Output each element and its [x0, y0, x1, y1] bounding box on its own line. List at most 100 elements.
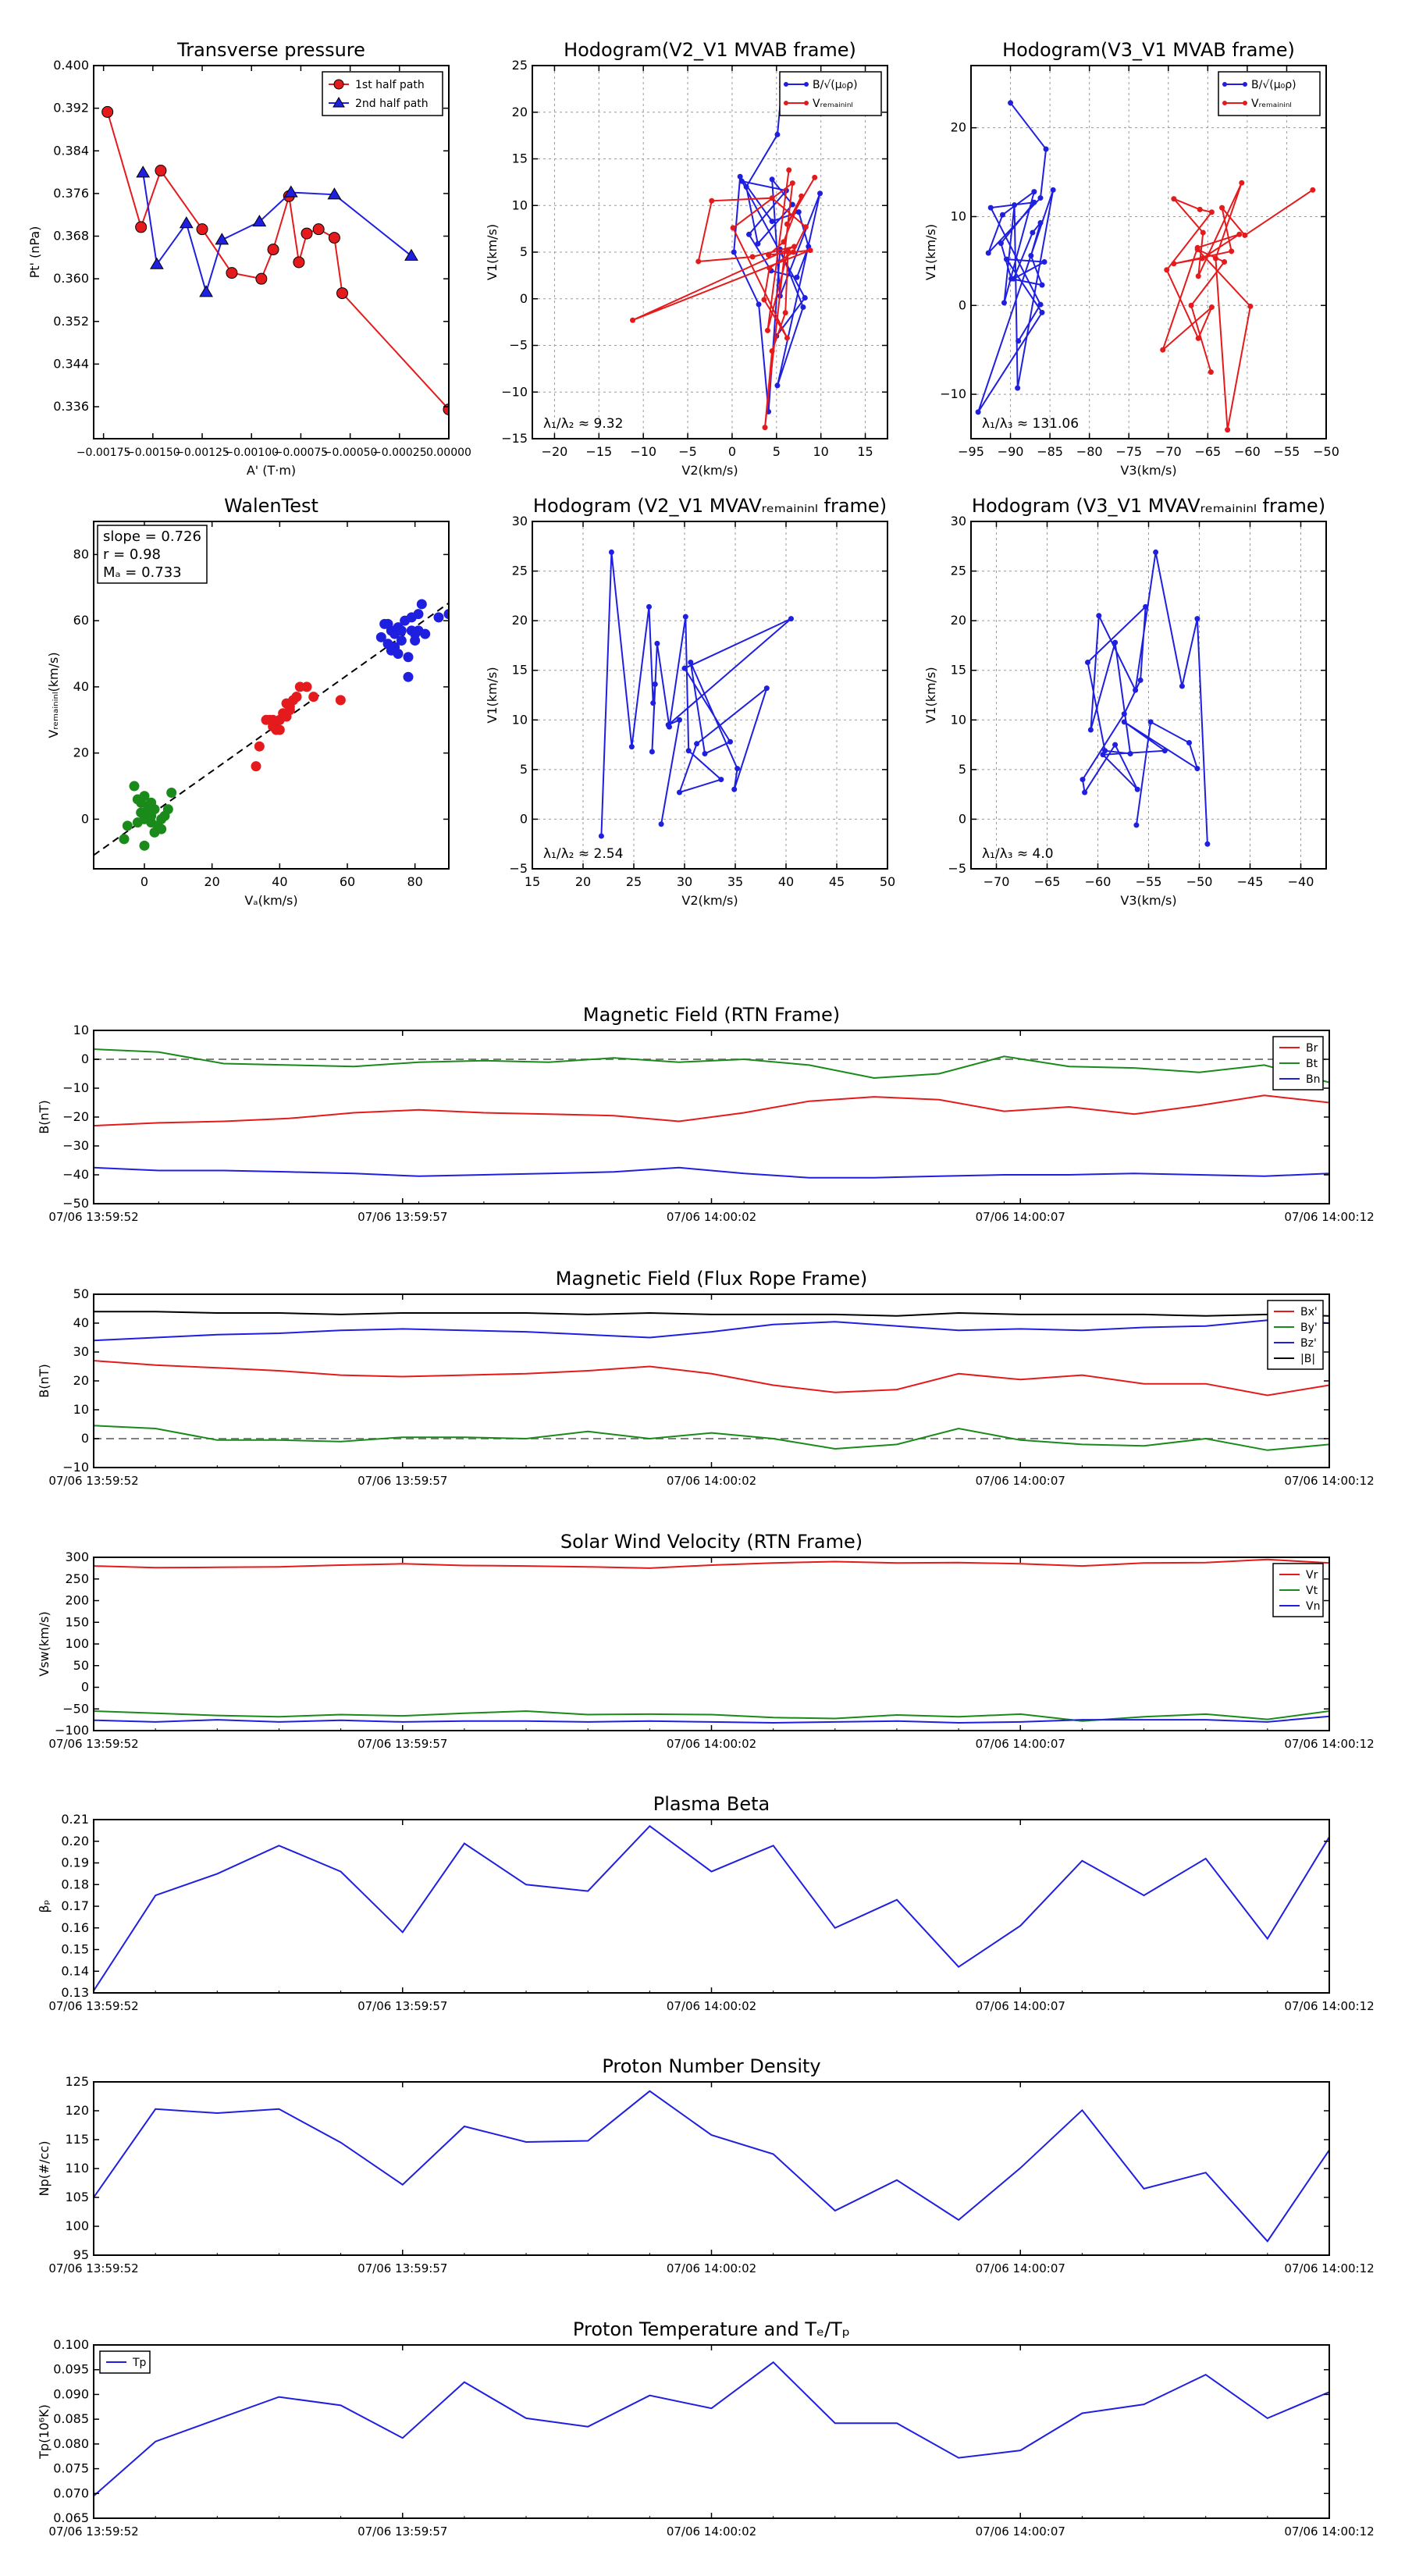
y-tick-label: 20: [951, 120, 966, 135]
plot-area: [1080, 549, 1211, 847]
y-tick-label: 30: [73, 1344, 89, 1359]
eigen-ratio-label: λ₁/λ₂ ≈ 9.32: [543, 416, 623, 432]
legend-label: Bx': [1300, 1306, 1318, 1318]
chart-walen: WalenTest 0 20 40 60 80 0 20 40 60 80 Vₐ(km/s) Vᵣₑₘₐ…: [46, 495, 450, 908]
data-point: [283, 185, 298, 197]
data-point: [681, 665, 688, 671]
data-point: [1043, 146, 1049, 152]
data-point: [162, 804, 173, 815]
x-tick-label: 30: [677, 874, 692, 889]
chart-tpr: Proton Temperature and Tₑ/Tₚ 07/06 13:59:…: [37, 2318, 1375, 2539]
data-point: [135, 221, 148, 233]
y-tick-label: 20: [73, 1373, 89, 1388]
series-line-Vt: [94, 1710, 1329, 1722]
x-tick-label: −0.00125: [175, 447, 229, 459]
data-point: [146, 817, 157, 828]
x-tick-label: 80: [407, 874, 422, 889]
x-tick-label: 0.00000: [426, 447, 471, 459]
data-point: [1194, 766, 1200, 772]
chart-mag_rtn: Magnetic Field (RTN Frame) 07/06 13:59:52…: [37, 1004, 1375, 1224]
x-tick-label: 0: [728, 444, 736, 459]
data-point: [1134, 786, 1140, 792]
y-tick-label: 0.13: [61, 1985, 89, 2000]
data-point: [1179, 683, 1185, 689]
data-point: [987, 205, 994, 211]
y-tick-label: 0.376: [53, 186, 89, 201]
data-point: [694, 741, 700, 747]
data-point: [769, 176, 775, 183]
data-point: [1080, 777, 1086, 783]
data-point: [774, 131, 781, 137]
y-tick-label: 10: [512, 197, 528, 212]
data-point: [1204, 841, 1211, 847]
x-tick-label: −50: [1186, 874, 1213, 889]
data-point: [761, 297, 767, 303]
y-tick-label: 40: [73, 679, 89, 694]
data-point: [812, 174, 818, 180]
data-point: [677, 789, 682, 795]
series-line-beta: [94, 1824, 1329, 1991]
data-point: [817, 190, 823, 197]
chart-title: Proton Temperature and Tₑ/Tₚ: [573, 2318, 850, 2340]
data-point: [396, 625, 407, 636]
series-line-V: [1081, 552, 1208, 845]
data-point: [328, 232, 340, 244]
y-axis-label: Pt' (nPa): [27, 226, 42, 279]
data-point: [142, 807, 153, 818]
data-point: [404, 248, 418, 261]
x-tick-label: 07/06 13:59:52: [48, 2524, 138, 2539]
data-point: [1133, 687, 1139, 693]
data-point: [718, 777, 724, 783]
x-tick-label: −45: [1237, 874, 1264, 889]
data-point: [774, 382, 781, 389]
series-line-V: [600, 552, 792, 837]
legend-marker: [1243, 101, 1247, 105]
data-point: [789, 180, 795, 187]
y-axis-label: V1(km/s): [485, 667, 500, 723]
y-tick-label: 100: [65, 1636, 89, 1651]
y-tick-label: −10: [62, 1080, 89, 1095]
data-point: [1121, 719, 1127, 725]
data-point: [406, 612, 417, 623]
y-tick-label: 0.384: [53, 143, 89, 158]
x-tick-label: 07/06 13:59:52: [48, 1474, 138, 1488]
y-tick-label: 10: [73, 1023, 89, 1037]
stats-box: [97, 525, 208, 584]
data-point: [1037, 195, 1044, 201]
data-point: [654, 640, 660, 646]
data-point: [1164, 267, 1170, 273]
data-point: [1197, 206, 1203, 212]
x-tick-label: 07/06 14:00:12: [1284, 1474, 1374, 1488]
y-tick-label: 125: [65, 2074, 89, 2089]
y-axis-label: V1(km/s): [923, 224, 938, 280]
stats-line: r = 0.98: [103, 546, 161, 563]
plot-frame: [93, 521, 450, 870]
x-tick-label: 07/06 14:00:07: [976, 1999, 1065, 2013]
legend: B/√(μ₀ρ) Vᵣₑₘₐᵢₙᵢₙₗ: [779, 71, 882, 116]
data-point: [688, 660, 694, 666]
y-tick-label: 5: [959, 762, 966, 777]
data-point: [784, 221, 790, 227]
data-point: [1188, 302, 1194, 308]
y-tick-label: 25: [512, 564, 528, 578]
x-tick-label: −40: [1288, 874, 1314, 889]
chart-h4: Hodogram (V3_V1 MVAVᵣₑₘₐᵢₙᵢₙₗ frame) −70 −…: [923, 495, 1327, 908]
x-tick-label: −65: [1194, 444, 1221, 459]
data-point: [1171, 261, 1177, 267]
legend-label: B/√(μ₀ρ): [1251, 79, 1297, 91]
data-point: [646, 603, 652, 610]
data-point: [251, 761, 261, 772]
legend-label: Tp: [132, 2357, 147, 2369]
stats-line: slope = 0.726: [103, 528, 201, 545]
legend-marker: [804, 82, 809, 87]
chart-vsw: Solar Wind Velocity (RTN Frame) 07/06 13:…: [37, 1531, 1375, 1751]
y-tick-label: 105: [65, 2190, 89, 2204]
data-point: [136, 797, 147, 808]
data-point: [433, 612, 444, 623]
x-tick-label: −80: [1076, 444, 1103, 459]
plot-area: [598, 549, 794, 839]
legend-label: Vᵣₑₘₐᵢₙᵢₙₗ: [813, 98, 853, 110]
y-axis-label: βₚ: [37, 1899, 52, 1912]
legend-marker: [333, 79, 344, 90]
x-tick-label: 07/06 14:00:02: [667, 1474, 756, 1488]
